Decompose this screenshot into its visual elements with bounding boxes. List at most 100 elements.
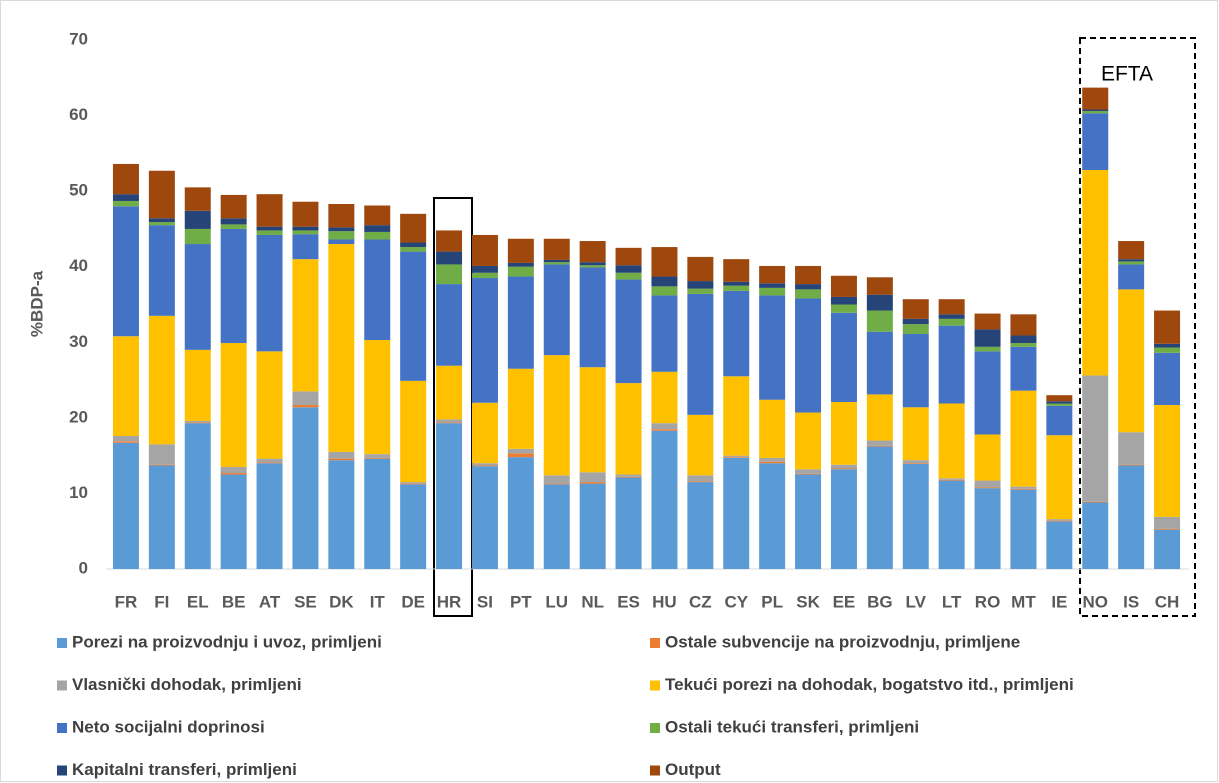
bar-segment: [364, 205, 391, 226]
bar-segment: [759, 295, 786, 400]
bar-segment: [148, 218, 175, 223]
bar-segment: [328, 460, 355, 569]
bar-segment: [471, 278, 498, 403]
bar-segment: [220, 466, 247, 474]
bar-segment: [364, 454, 391, 458]
bar-segment: [974, 346, 1001, 352]
bar-segment: [651, 276, 678, 287]
bar-segment: [723, 285, 750, 291]
bar-segment: [902, 407, 929, 461]
bar-segment: [1118, 264, 1145, 290]
bar-segment: [292, 391, 319, 406]
bar-segment: [1046, 403, 1073, 406]
x-tick-label: IE: [1051, 592, 1067, 611]
bar-segment: [543, 264, 570, 356]
bar-segment: [112, 200, 139, 207]
bar-segment: [615, 272, 642, 280]
bar-segment: [256, 230, 283, 235]
x-tick-label: EE: [833, 592, 856, 611]
bar-segment: [184, 420, 211, 423]
bar-segment: [543, 262, 570, 265]
bar-segment: [292, 201, 319, 227]
x-tick-label: HU: [652, 592, 677, 611]
bar-segment: [328, 239, 355, 245]
x-tick-label: CZ: [689, 592, 712, 611]
bar-segment: [974, 434, 1001, 481]
bar-segment: [938, 299, 965, 315]
y-tick-label: 40: [69, 256, 88, 275]
x-tick-label: FR: [115, 592, 138, 611]
bar-segment: [292, 407, 319, 569]
bar-segment: [1046, 435, 1073, 520]
bar-segment: [148, 225, 175, 316]
bar-segment: [974, 329, 1001, 347]
bar-segment: [615, 476, 642, 478]
y-tick-label: 10: [69, 483, 88, 502]
bar-segment: [615, 474, 642, 477]
bar-segment: [148, 222, 175, 226]
bar-segment: [256, 458, 283, 463]
bar-segment: [830, 312, 857, 402]
bar-segment: [471, 272, 498, 279]
bar-segment: [866, 310, 893, 332]
bar-segment: [507, 266, 534, 277]
bar-segment: [328, 244, 355, 452]
bar-segment: [436, 230, 463, 252]
x-tick-label: SE: [294, 592, 317, 611]
bar-segment: [830, 469, 857, 569]
bar-segment: [651, 423, 678, 430]
bar-segment: [507, 238, 534, 263]
legend-label: Kapitalni transferi, primljeni: [72, 760, 297, 779]
bar-segment: [148, 444, 175, 465]
bar-segment: [112, 163, 139, 195]
x-tick-label: RO: [975, 592, 1001, 611]
bar-segment: [795, 265, 822, 285]
bar-segment: [579, 482, 606, 484]
bar-segment: [687, 293, 714, 415]
bar-segment: [400, 484, 427, 569]
bar-segment: [579, 267, 606, 368]
x-tick-label: AT: [259, 592, 281, 611]
bar-segment: [292, 234, 319, 260]
bar-segment: [795, 473, 822, 475]
efta-box: [1079, 37, 1196, 617]
bar-segment: [292, 226, 319, 231]
bar-segment: [723, 259, 750, 282]
bar-segment: [1154, 343, 1181, 348]
y-tick-label: 70: [69, 29, 88, 48]
bar-segment: [866, 394, 893, 441]
bar-segment: [579, 472, 606, 483]
bar-segment: [436, 365, 463, 420]
bar-segment: [1118, 464, 1145, 466]
bar-segment: [687, 288, 714, 294]
bar-segment: [615, 265, 642, 273]
bar-segment: [938, 478, 965, 480]
bar-segment: [328, 231, 355, 240]
bar-segment: [759, 399, 786, 458]
x-tick-label: IS: [1123, 592, 1139, 611]
bar-segment: [543, 355, 570, 476]
x-tick-label: DK: [329, 592, 354, 611]
bar-segment: [507, 457, 534, 569]
bar-segment: [866, 331, 893, 395]
bar-segment: [759, 463, 786, 569]
bar-segment: [471, 402, 498, 464]
x-tick-label: BE: [222, 592, 246, 611]
bar-segment: [400, 483, 427, 485]
bar-segment: [795, 469, 822, 474]
legend-label: Output: [665, 760, 721, 779]
bar-segment: [1154, 529, 1181, 569]
bar-segment: [436, 264, 463, 285]
bar-segment: [364, 458, 391, 569]
bar-segment: [615, 477, 642, 569]
legend-label: Ostale subvencije na proizvodnju, primlj…: [665, 632, 1020, 651]
bar-segment: [1046, 401, 1073, 404]
bar-segment: [866, 440, 893, 446]
bar-segment: [579, 241, 606, 263]
bar-segment: [1118, 289, 1145, 433]
bar-segment: [651, 247, 678, 277]
legend-label: Porezi na proizvodnju i uvoz, primljeni: [72, 632, 382, 651]
bar-segment: [400, 251, 427, 381]
bar-segment: [615, 383, 642, 475]
